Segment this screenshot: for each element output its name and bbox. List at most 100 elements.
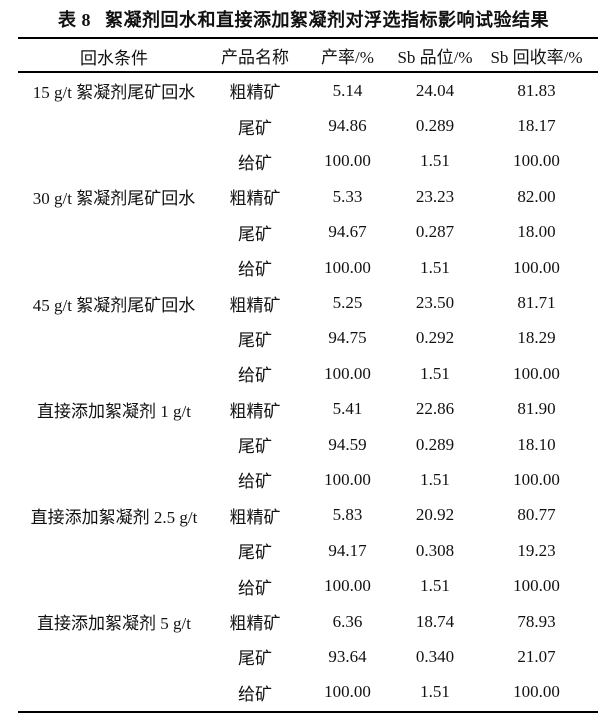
table-row: 尾矿 94.67 0.287 18.00: [18, 215, 598, 250]
product-cell: 给矿: [238, 366, 272, 386]
grade-cell: 1.51: [420, 257, 450, 277]
column-header: 产品名称: [221, 48, 289, 67]
recovery-cell: 100.00: [513, 151, 560, 171]
header-row: 回水条件 产品名称 产率/% Sb 品位/% Sb 回收率/%: [18, 38, 598, 73]
table-row: 给矿 100.00 1.51 100.00: [18, 462, 598, 497]
table-row: 给矿 100.00 1.51 100.00: [18, 675, 598, 710]
product-cell: 粗精矿: [229, 507, 281, 527]
recovery-cell: 100.00: [513, 363, 560, 383]
yield-cell: 5.14: [332, 80, 363, 100]
yield-cell: 5.83: [332, 505, 363, 525]
product-cell: 给矿: [238, 260, 272, 280]
yield-cell: 100.00: [324, 682, 371, 702]
grade-cell: 0.292: [415, 328, 455, 348]
grade-cell: 0.289: [415, 116, 455, 136]
recovery-cell: 81.83: [517, 80, 556, 100]
product-cell: 粗精矿: [229, 401, 281, 421]
table-row: 给矿 100.00 1.51 100.00: [18, 250, 598, 285]
product-cell: 粗精矿: [229, 614, 281, 634]
grade-cell: 23.23: [415, 186, 455, 206]
results-table: 回水条件 产品名称 产率/% Sb 品位/% Sb 回收率/% 15 g/t 絮凝剂尾矿…: [18, 38, 598, 710]
table-row: 尾矿 94.75 0.292 18.29: [18, 321, 598, 356]
table-row: 尾矿 94.17 0.308 19.23: [18, 533, 598, 568]
table-row: 15 g/t 絮凝剂尾矿回水 粗精矿 5.14 24.04 81.83: [18, 73, 598, 108]
condition-cell: 30 g/t 絮凝剂尾矿回水: [32, 189, 196, 209]
yield-cell: 100.00: [324, 576, 371, 596]
recovery-cell: 18.00: [517, 222, 556, 242]
condition-cell: [18, 250, 210, 285]
yield-cell: 5.33: [332, 186, 363, 206]
grade-cell: 23.50: [415, 293, 455, 313]
product-cell: 给矿: [238, 153, 272, 173]
yield-cell: 94.59: [328, 434, 367, 454]
product-cell: 尾矿: [238, 118, 272, 138]
table-row: 尾矿 93.64 0.340 21.07: [18, 639, 598, 674]
yield-cell: 94.75: [328, 328, 367, 348]
table-title: 絮凝剂回水和直接添加絮凝剂对浮选指标影响试验结果: [105, 10, 549, 31]
recovery-cell: 100.00: [513, 576, 560, 596]
condition-cell: 直接添加絮凝剂 5 g/t: [37, 614, 191, 634]
recovery-cell: 81.71: [517, 293, 556, 313]
grade-cell: 18.74: [415, 611, 455, 631]
yield-cell: 94.86: [328, 116, 367, 136]
condition-cell: [18, 533, 210, 568]
table-row: 尾矿 94.86 0.289 18.17: [18, 108, 598, 143]
header-rule: [18, 71, 598, 73]
grade-cell: 1.51: [420, 151, 450, 171]
table-row: 直接添加絮凝剂 1 g/t 粗精矿 5.41 22.86 81.90: [18, 392, 598, 427]
recovery-cell: 19.23: [517, 540, 556, 560]
condition-cell: [18, 639, 210, 674]
condition-cell: [18, 321, 210, 356]
condition-cell: [18, 215, 210, 250]
product-cell: 粗精矿: [229, 189, 281, 209]
table-row: 45 g/t 絮凝剂尾矿回水 粗精矿 5.25 23.50 81.71: [18, 285, 598, 320]
recovery-cell: 100.00: [513, 469, 560, 489]
product-cell: 尾矿: [238, 543, 272, 563]
column-header: Sb 回收率/%: [490, 48, 583, 67]
condition-cell: 直接添加絮凝剂 2.5 g/t: [30, 507, 198, 527]
recovery-cell: 81.90: [517, 399, 556, 419]
condition-cell: [18, 427, 210, 462]
yield-cell: 5.41: [332, 399, 363, 419]
product-cell: 给矿: [238, 578, 272, 598]
grade-cell: 24.04: [415, 80, 455, 100]
grade-cell: 0.287: [415, 222, 455, 242]
recovery-cell: 100.00: [513, 257, 560, 277]
yield-cell: 93.64: [328, 646, 367, 666]
table-row: 直接添加絮凝剂 5 g/t 粗精矿 6.36 18.74 78.93: [18, 604, 598, 639]
table-row: 30 g/t 絮凝剂尾矿回水 粗精矿 5.33 23.23 82.00: [18, 179, 598, 214]
yield-cell: 100.00: [324, 151, 371, 171]
condition-cell: [18, 462, 210, 497]
yield-cell: 100.00: [324, 469, 371, 489]
grade-cell: 0.340: [415, 646, 455, 666]
yield-cell: 100.00: [324, 363, 371, 383]
table-row: 直接添加絮凝剂 2.5 g/t 粗精矿 5.83 20.92 80.77: [18, 498, 598, 533]
recovery-cell: 21.07: [517, 646, 556, 666]
grade-cell: 22.86: [415, 399, 455, 419]
grade-cell: 1.51: [420, 363, 450, 383]
table-number: 表 8: [58, 10, 91, 30]
recovery-cell: 100.00: [513, 682, 560, 702]
condition-cell: [18, 108, 210, 143]
condition-cell: [18, 356, 210, 391]
product-cell: 尾矿: [238, 224, 272, 244]
grade-cell: 1.51: [420, 576, 450, 596]
product-cell: 给矿: [238, 684, 272, 704]
condition-cell: 45 g/t 絮凝剂尾矿回水: [32, 295, 196, 315]
grade-cell: 20.92: [415, 505, 455, 525]
product-cell: 尾矿: [238, 649, 272, 669]
column-header: Sb 品位/%: [397, 48, 473, 67]
column-header: 产率/%: [321, 48, 374, 67]
table-caption: 表 8 絮凝剂回水和直接添加絮凝剂对浮选指标影响试验结果: [0, 6, 607, 32]
product-cell: 尾矿: [238, 330, 272, 350]
product-cell: 粗精矿: [229, 295, 281, 315]
product-cell: 尾矿: [238, 437, 272, 457]
recovery-cell: 18.10: [517, 434, 556, 454]
product-cell: 给矿: [238, 472, 272, 492]
table-row: 给矿 100.00 1.51 100.00: [18, 144, 598, 179]
column-header: 回水条件: [80, 49, 148, 68]
condition-cell: [18, 675, 210, 710]
recovery-cell: 78.93: [517, 611, 556, 631]
yield-cell: 6.36: [332, 611, 363, 631]
grade-cell: 0.289: [415, 434, 455, 454]
